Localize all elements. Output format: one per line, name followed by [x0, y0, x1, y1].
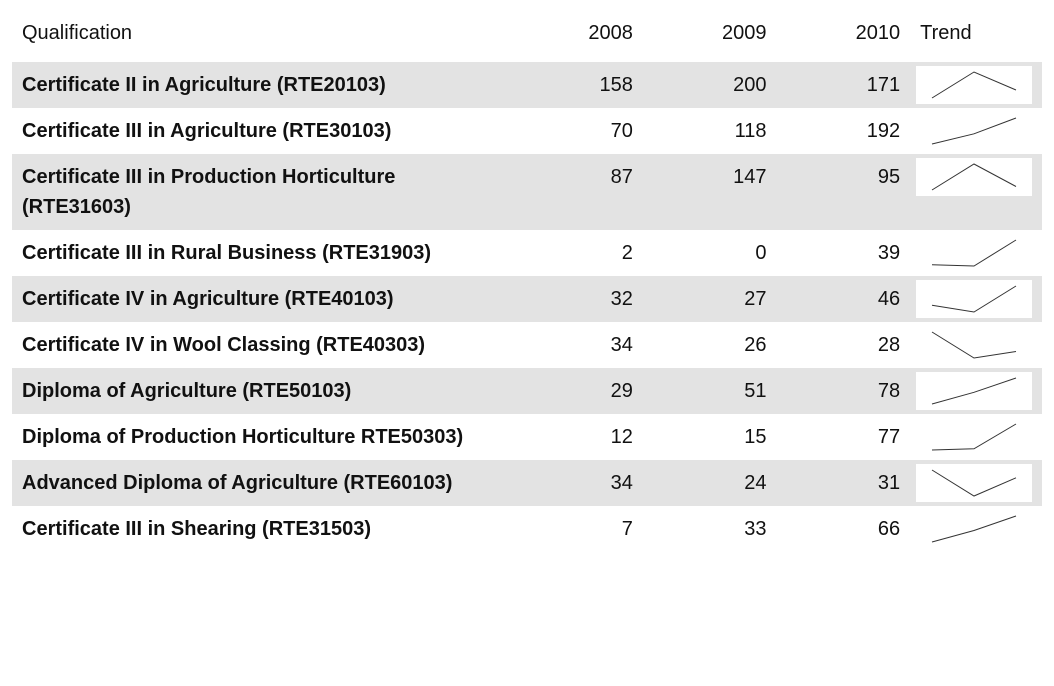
count-cell: 0	[755, 242, 767, 264]
header-row: Qualification 2008 2009 2010 Trend	[12, 6, 1042, 62]
trend-line	[931, 117, 1017, 145]
count-cell: 33	[744, 518, 767, 540]
count-cell: 147	[642, 154, 777, 230]
sparkline	[916, 372, 1033, 410]
count-cell: 78	[776, 368, 911, 414]
sparkline	[916, 280, 1033, 318]
count-cell: 171	[776, 62, 911, 108]
count-cell: 12	[610, 426, 633, 448]
table-row: Advanced Diploma of Agriculture (RTE6010…	[12, 460, 1042, 506]
column-header: 2009	[722, 22, 767, 44]
count-cell: 77	[877, 426, 901, 448]
qualification-name: Certificate IV in Wool Classing (RTE4030…	[22, 334, 426, 356]
trend-cell	[910, 506, 1042, 552]
column-header: 2008	[588, 22, 633, 44]
count-cell: 192	[866, 120, 901, 142]
count-cell: 31	[776, 460, 911, 506]
count-cell: 15	[744, 426, 767, 448]
trend-line	[932, 423, 1017, 451]
count-cell: 70	[610, 120, 633, 142]
qualification-name: Certificate III in Shearing (RTE31503)	[22, 518, 371, 540]
count-cell: 27	[642, 276, 777, 322]
count-cell: 34	[610, 334, 633, 356]
trend-line	[931, 515, 1017, 543]
count-cell: 29	[509, 368, 643, 414]
sparkline	[931, 515, 1017, 543]
qualification-name: Certificate III in Agriculture (RTE30103…	[22, 120, 392, 142]
qualification-name: Advanced Diploma of Agriculture (RTE6010…	[12, 460, 510, 506]
trend-line	[932, 285, 1017, 313]
table-row: Certificate III in Rural Business (RTE31…	[12, 230, 1042, 276]
count-cell: 95	[776, 154, 911, 230]
sparkline	[916, 158, 1033, 196]
trend-line	[931, 71, 1017, 99]
sparkline	[932, 423, 1017, 451]
column-header: 2010	[855, 22, 901, 44]
count-cell: 26	[744, 334, 767, 356]
qualification-name: Certificate IV in Agriculture (RTE40103)	[12, 276, 510, 322]
table-row: Certificate II in Agriculture (RTE20103)…	[12, 62, 1042, 108]
trend-cell	[910, 276, 1042, 322]
table-body: Certificate II in Agriculture (RTE20103)…	[12, 62, 1042, 552]
qualification-name: Certificate III in Production Horticultu…	[12, 154, 510, 230]
count-cell: 118	[734, 120, 767, 142]
sparkline	[916, 66, 1033, 104]
table-row: Certificate III in Production Horticultu…	[12, 154, 1042, 230]
count-cell: 51	[642, 368, 777, 414]
count-cell: 87	[509, 154, 643, 230]
qualification-name: Diploma of Agriculture (RTE50103)	[12, 368, 510, 414]
count-cell: 28	[877, 334, 901, 356]
sparkline	[932, 239, 1017, 267]
trend-cell	[910, 108, 1042, 154]
column-header: Qualification	[22, 22, 133, 44]
sparkline	[931, 331, 1017, 359]
column-header: Trend	[920, 22, 972, 44]
qualification-table: Qualification 2008 2009 2010 Trend Certi…	[12, 6, 1042, 552]
count-cell: 46	[776, 276, 911, 322]
qualification-name: Certificate III in Rural Business (RTE31…	[22, 242, 432, 264]
sparkline	[931, 117, 1017, 145]
table-row: Certificate III in Agriculture (RTE30103…	[12, 108, 1042, 154]
trend-cell	[910, 154, 1042, 230]
count-cell: 200	[642, 62, 777, 108]
count-cell: 24	[642, 460, 777, 506]
trend-cell	[910, 62, 1042, 108]
trend-line	[931, 163, 1017, 191]
count-cell: 66	[877, 518, 901, 540]
table-row: Diploma of Agriculture (RTE50103) 29 51 78	[12, 368, 1042, 414]
trend-cell	[910, 322, 1042, 368]
count-cell: 2	[621, 242, 633, 264]
table-row: Certificate IV in Wool Classing (RTE4030…	[12, 322, 1042, 368]
trend-cell	[910, 414, 1042, 460]
trend-line	[931, 469, 1017, 497]
trend-line	[932, 239, 1017, 267]
count-cell: 39	[877, 242, 901, 264]
table-row: Diploma of Production Horticulture RTE50…	[12, 414, 1042, 460]
qualification-name: Diploma of Production Horticulture RTE50…	[22, 426, 464, 448]
count-cell: 7	[621, 518, 633, 540]
count-cell: 32	[509, 276, 643, 322]
trend-cell	[910, 368, 1042, 414]
trend-cell	[910, 230, 1042, 276]
sparkline	[916, 464, 1033, 502]
count-cell: 158	[509, 62, 643, 108]
table-row: Certificate III in Shearing (RTE31503) 7 3…	[12, 506, 1042, 552]
trend-line	[931, 331, 1017, 359]
trend-line	[931, 377, 1017, 405]
count-cell: 34	[509, 460, 643, 506]
qualification-name: Certificate II in Agriculture (RTE20103)	[12, 62, 510, 108]
trend-cell	[910, 460, 1042, 506]
table-row: Certificate IV in Agriculture (RTE40103)…	[12, 276, 1042, 322]
